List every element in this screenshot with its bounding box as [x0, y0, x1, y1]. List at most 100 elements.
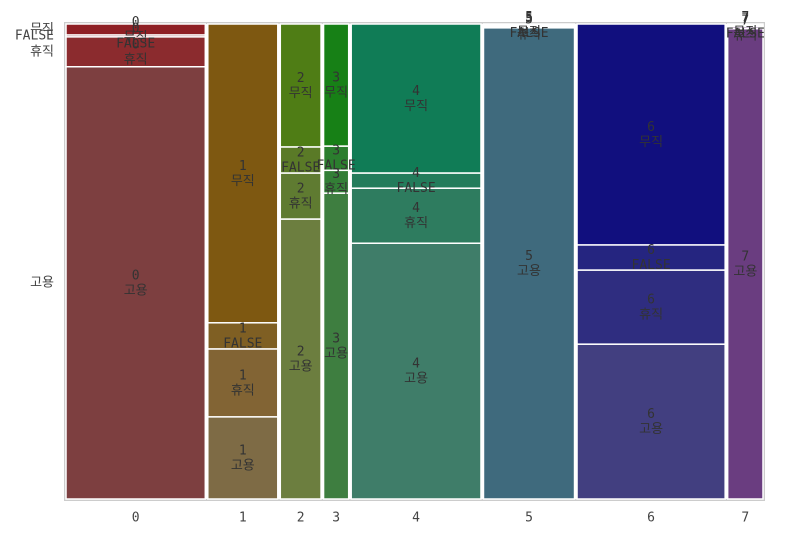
x-tick-label: 0	[132, 511, 140, 526]
tile	[350, 187, 482, 244]
tile-label-category: 5	[525, 249, 533, 264]
x-tick-label: 3	[332, 511, 340, 526]
tile	[279, 218, 322, 500]
tile	[207, 23, 279, 324]
y-tick-label: 무직	[30, 22, 54, 37]
tile-label-category: 4	[412, 166, 420, 181]
tile-label-level: 휴직	[404, 216, 428, 231]
tile	[65, 23, 207, 36]
tile-label-category: 6	[647, 243, 655, 258]
tile-label-category: 7	[741, 13, 749, 28]
tile-label-category: 2	[297, 145, 305, 160]
tile-label-category: 3	[332, 167, 340, 182]
tile-label-category: 7	[741, 249, 749, 264]
y-tick-label: 휴직	[30, 44, 54, 59]
tile-label-level: 무직	[124, 30, 148, 45]
tile-label-category: 6	[647, 407, 655, 422]
tile-label-category: 1	[239, 443, 247, 458]
x-tick-label: 2	[297, 511, 305, 526]
tile	[207, 416, 279, 500]
tile-label-level: 고용	[517, 264, 541, 279]
x-tick-label: 6	[647, 511, 655, 526]
tile-label-level: FALSE	[509, 26, 548, 41]
tile-label-category: 1	[239, 368, 247, 383]
tile-label-category: 2	[297, 182, 305, 197]
tile-label-level: 고용	[231, 458, 255, 473]
tile	[322, 145, 350, 172]
tile-label-category: 5	[525, 13, 533, 28]
tile-label-level: 휴직	[324, 182, 348, 197]
tile-label-level: FALSE	[397, 181, 436, 196]
tile-label-category: 2	[297, 345, 305, 360]
tile-label-level: 휴직	[517, 28, 541, 43]
tile	[65, 36, 207, 68]
tile-label-category: 3	[332, 332, 340, 347]
tile	[576, 244, 726, 271]
tile	[322, 23, 350, 147]
tile	[350, 23, 482, 174]
tile-label-category: 7	[741, 12, 749, 27]
tile-label-category: 6	[647, 293, 655, 308]
tile-label-level: 휴직	[231, 383, 255, 398]
tile-label-category: 2	[297, 71, 305, 86]
x-tick-label: 5	[525, 511, 533, 526]
tile-label-level: 무직	[231, 174, 255, 189]
tile-label-level: 고용	[404, 372, 428, 387]
tile-label-category: 0	[132, 268, 140, 283]
tile-label-level: 고용	[289, 360, 313, 375]
tile-label-category: 5	[525, 10, 533, 25]
tile-label-category: 4	[412, 357, 420, 372]
tile-label-level: 고용	[124, 283, 148, 298]
tile-label-category: 0	[132, 15, 140, 30]
tile-label-level: 무직	[517, 25, 541, 40]
x-tick-label: 1	[239, 511, 247, 526]
x-tick-label: 4	[412, 511, 420, 526]
tile-label-category: 6	[647, 120, 655, 135]
tile-label-level: 무직	[324, 86, 348, 101]
tile	[482, 23, 576, 26]
plot-frame	[64, 22, 765, 501]
y-tick-label: FALSE	[15, 28, 54, 43]
tile	[726, 28, 764, 500]
tile	[482, 27, 576, 500]
tile-label-level: 휴직	[124, 52, 148, 67]
tile	[726, 23, 764, 27]
tile-label-level: FALSE	[116, 36, 155, 51]
tile	[207, 348, 279, 418]
tile-label-category: 5	[525, 11, 533, 26]
tile	[350, 242, 482, 500]
tile	[576, 23, 726, 246]
tile-label-category: 3	[332, 144, 340, 159]
tile-label-level: FALSE	[281, 160, 320, 175]
tile-label-category: 1	[239, 159, 247, 174]
tile-label-category: 4	[412, 201, 420, 216]
tile-label-level: 무직	[404, 99, 428, 114]
tile-label-category: 1	[239, 321, 247, 336]
tile-label-category: 4	[412, 84, 420, 99]
tile-label-level: FALSE	[317, 159, 356, 174]
tile-label-level: 무직	[639, 135, 663, 150]
tile	[279, 23, 322, 148]
y-tick-label: 고용	[30, 275, 54, 290]
tile-label-level: 휴직	[289, 197, 313, 212]
tile-label-level: FALSE	[223, 336, 262, 351]
tile-label-level: 고용	[733, 264, 757, 279]
x-tick-label: 7	[741, 511, 749, 526]
tile-label-level: 휴직	[733, 28, 757, 43]
tile-label-level: 휴직	[639, 308, 663, 323]
tile-label-category: 3	[332, 71, 340, 86]
tile-label-level: 무직	[733, 25, 757, 40]
tile-label-category: 0	[132, 21, 140, 36]
tile-label-level: 고용	[639, 422, 663, 437]
tile	[279, 172, 322, 220]
tile-label-level: FALSE	[726, 27, 765, 42]
tile-label-category: 7	[741, 10, 749, 25]
tile-label-level: 무직	[289, 86, 313, 101]
tile-label-level: FALSE	[632, 258, 671, 273]
tile	[576, 269, 726, 345]
tile-label-level: 고용	[324, 347, 348, 362]
tile-label-category: 0	[132, 37, 140, 52]
tile	[207, 322, 279, 350]
